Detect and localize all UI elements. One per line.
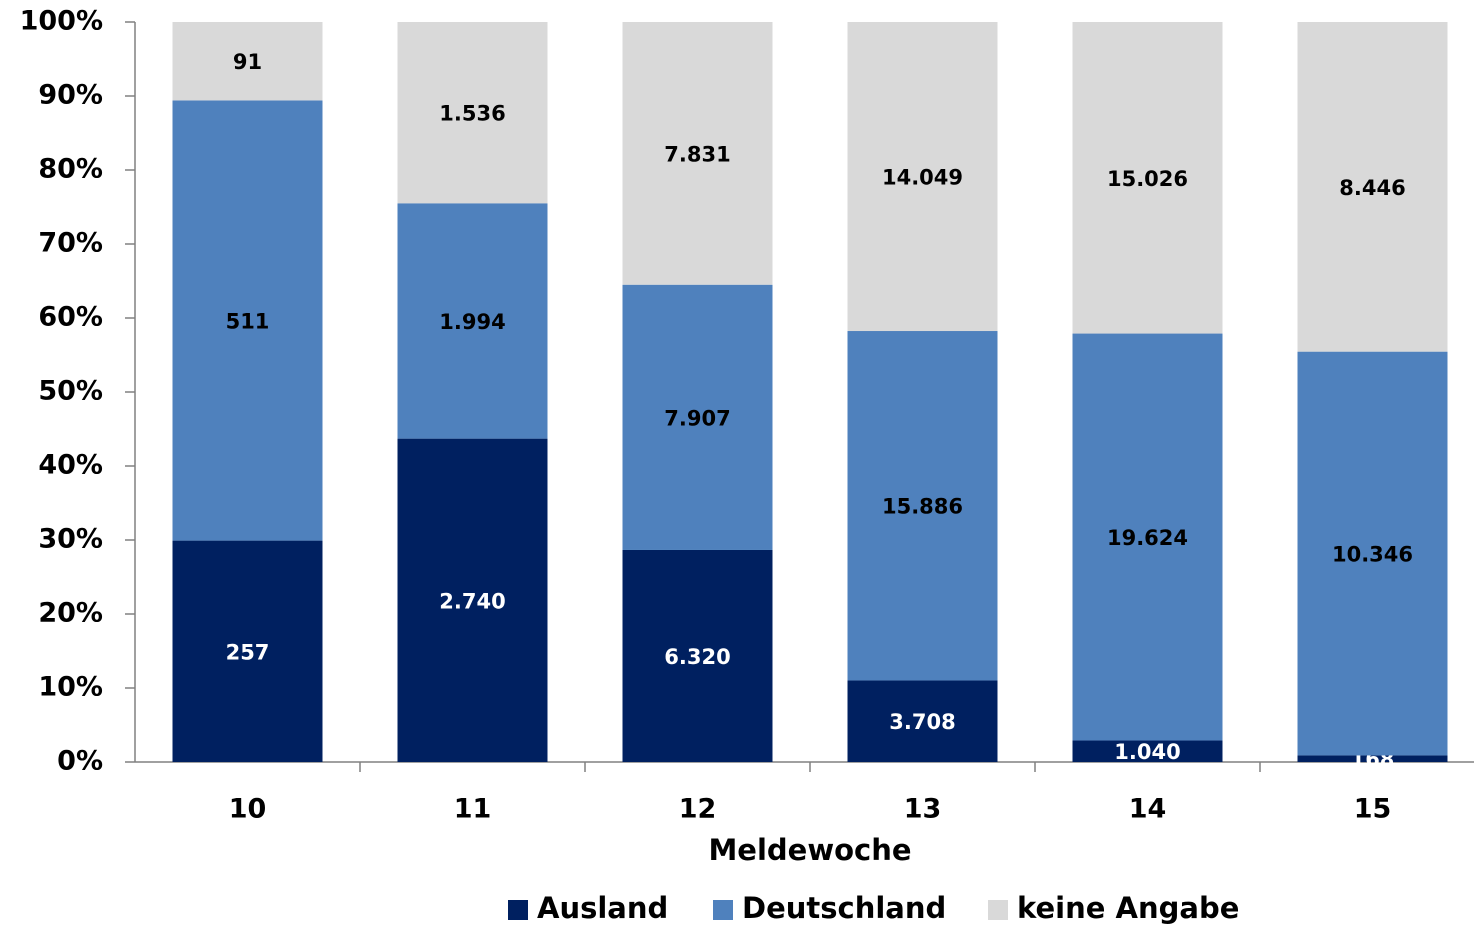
data-label: 91	[233, 50, 262, 74]
x-tick-label: 14	[1129, 794, 1167, 825]
bar-segment	[397, 438, 548, 762]
bar-segment	[1297, 351, 1448, 756]
y-tick-label: 0%	[57, 746, 103, 777]
bar-segment	[172, 22, 323, 101]
legend-label: Deutschland	[742, 891, 946, 925]
x-tick-label: 10	[229, 794, 267, 825]
y-tick-label: 30%	[38, 524, 103, 555]
bar-segment	[622, 284, 773, 550]
bar-segment	[847, 331, 998, 681]
bar-segment	[1297, 22, 1448, 352]
bar-segment	[1072, 333, 1223, 741]
bar-segment	[172, 100, 323, 541]
legend-swatch	[988, 900, 1008, 920]
bar-segment	[847, 680, 998, 762]
y-tick-label: 90%	[38, 80, 103, 111]
y-tick-label: 50%	[38, 376, 103, 407]
bar-segment	[397, 203, 548, 439]
y-tick-label: 40%	[38, 450, 103, 481]
bar-segment	[622, 22, 773, 285]
bar-segment	[1072, 740, 1223, 762]
y-tick-label: 10%	[38, 672, 103, 703]
data-label: 7.907	[664, 406, 730, 430]
data-label: 14.049	[882, 166, 963, 190]
data-label: 6.320	[664, 645, 730, 669]
bar-segment	[1297, 755, 1448, 762]
data-label: 2.740	[439, 589, 505, 613]
data-label: 1.536	[439, 102, 505, 126]
data-label: 3.708	[889, 710, 955, 734]
bar-segment	[1072, 22, 1223, 334]
x-tick-label: 13	[904, 794, 942, 825]
data-label: 10.346	[1332, 543, 1413, 567]
y-tick-label: 60%	[38, 302, 103, 333]
data-label: 7.831	[664, 142, 730, 166]
bar-segment	[622, 549, 773, 762]
y-tick-label: 70%	[38, 228, 103, 259]
x-tick-label: 15	[1354, 794, 1392, 825]
x-tick-label: 11	[454, 794, 492, 825]
data-label: 15.026	[1107, 167, 1188, 191]
y-tick-label: 100%	[20, 6, 103, 37]
bar-segment	[397, 22, 548, 204]
data-label: 8.446	[1339, 176, 1405, 200]
bar-segment	[847, 22, 998, 332]
data-label: 19.624	[1107, 526, 1188, 550]
data-label: 1.994	[439, 310, 505, 334]
data-label: 15.886	[882, 495, 963, 519]
y-tick-label: 20%	[38, 598, 103, 629]
data-label: 1.040	[1114, 740, 1180, 764]
x-axis-label: Meldewoche	[708, 833, 911, 867]
x-tick-label: 12	[679, 794, 717, 825]
y-tick-label: 80%	[38, 154, 103, 185]
data-label: 257	[226, 640, 270, 664]
legend-swatch	[508, 900, 528, 920]
legend-label: Ausland	[537, 891, 668, 925]
legend-label: keine Angabe	[1017, 891, 1239, 925]
bar-segment	[172, 540, 323, 762]
legend-swatch	[713, 900, 733, 920]
data-label: 511	[226, 309, 270, 333]
